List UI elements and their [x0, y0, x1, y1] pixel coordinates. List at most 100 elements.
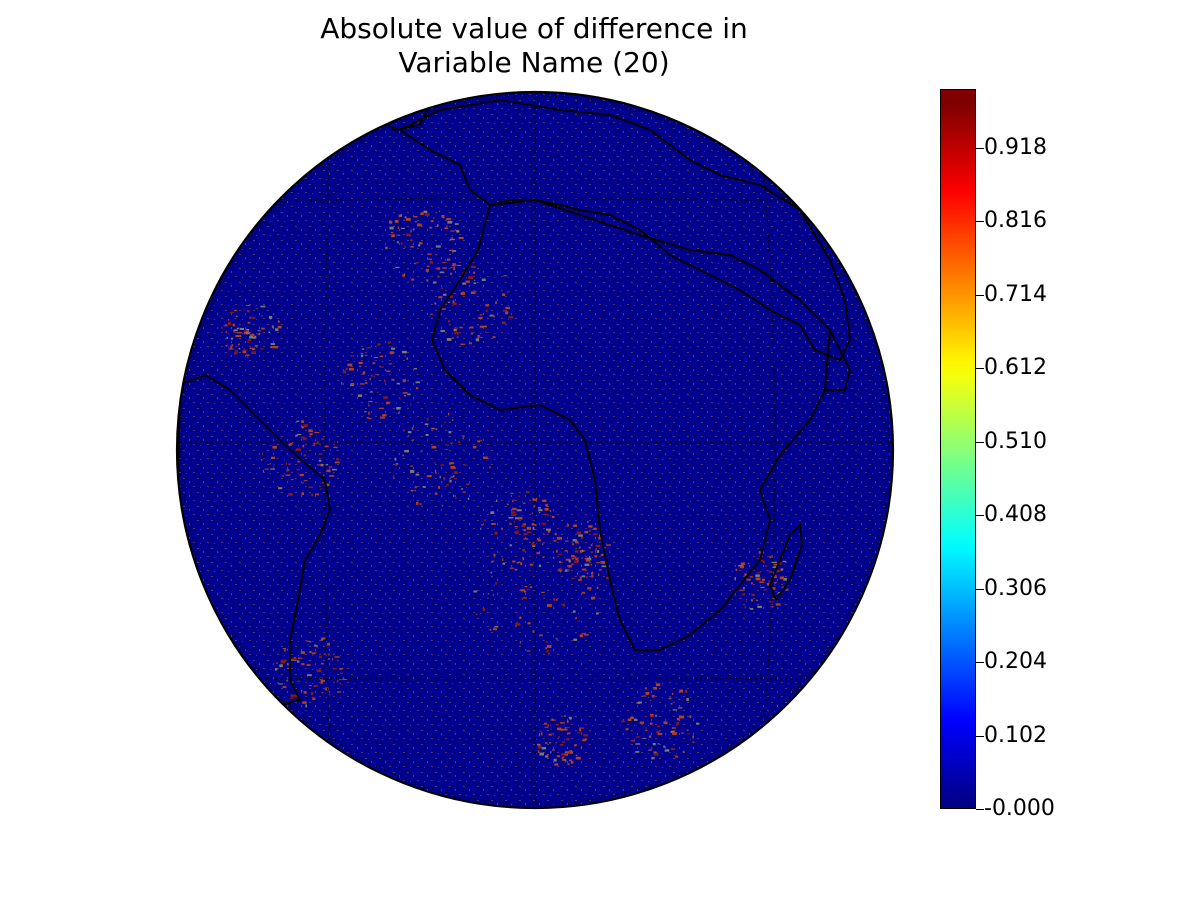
- hotspot-speck: [581, 557, 583, 559]
- hotspot-speck: [588, 525, 593, 528]
- hotspot-speck: [368, 401, 373, 403]
- hotspot-speck: [321, 692, 324, 694]
- title-line-1: Absolute value of difference in: [320, 12, 748, 45]
- hotspot-speck: [529, 563, 534, 566]
- hotspot-speck: [396, 407, 401, 410]
- hotspot-speck: [569, 751, 573, 754]
- hotspot-speck: [648, 749, 652, 751]
- hotspot-speck: [459, 326, 463, 329]
- hotspot-speck: [519, 616, 522, 620]
- hotspot-speck: [545, 742, 548, 744]
- hotspot-speck: [269, 316, 273, 319]
- hotspot-speck: [420, 451, 422, 453]
- hotspot-speck: [279, 664, 283, 668]
- hotspot-speck: [555, 724, 559, 726]
- hotspot-speck: [562, 741, 565, 743]
- hotspot-speck: [563, 754, 568, 756]
- hotspot-speck: [402, 274, 406, 277]
- hotspot-speck: [772, 563, 777, 566]
- hotspot-speck: [247, 310, 250, 313]
- hotspot-speck: [575, 540, 579, 544]
- hotspot-speck: [526, 531, 532, 533]
- hotspot-speck: [410, 229, 412, 233]
- hotspot-speck: [256, 308, 258, 310]
- hotspot-speck: [368, 404, 370, 407]
- hotspot-speck: [493, 553, 496, 557]
- hotspot-speck: [396, 241, 399, 244]
- hotspot-speck: [397, 226, 400, 229]
- hotspot-speck: [744, 573, 747, 577]
- hotspot-speck: [586, 572, 589, 575]
- hotspot-speck: [361, 348, 365, 350]
- hotspot-speck: [445, 259, 447, 261]
- hotspot-speck: [365, 382, 368, 384]
- hotspot-speck: [453, 494, 455, 497]
- colorbar-tick-mark: [976, 221, 984, 223]
- hotspot-speck: [250, 333, 255, 336]
- hotspot-speck: [347, 363, 353, 367]
- hotspot-speck: [345, 367, 348, 370]
- hotspot-speck: [302, 437, 307, 441]
- hotspot-speck: [269, 463, 271, 465]
- hotspot-speck: [223, 325, 228, 327]
- hotspot-speck: [569, 759, 573, 762]
- colorbar-tick-mark: [976, 515, 984, 517]
- hotspot-speck: [510, 492, 514, 494]
- hotspot-speck: [772, 587, 774, 589]
- hotspot-speck: [395, 465, 397, 467]
- hotspot-speck: [430, 220, 434, 223]
- chart-title: Absolute value of difference in Variable…: [234, 12, 834, 80]
- hotspot-speck: [257, 333, 260, 336]
- hotspot-speck: [495, 582, 497, 585]
- hotspot-speck: [452, 263, 456, 266]
- hotspot-speck: [571, 563, 574, 565]
- hotspot-speck: [379, 366, 384, 368]
- hotspot-speck: [333, 446, 338, 449]
- hotspot-speck: [501, 527, 503, 531]
- hotspot-speck: [689, 715, 692, 718]
- hotspot-speck: [516, 509, 522, 512]
- hotspot-speck: [297, 433, 302, 436]
- hotspot-speck: [326, 469, 331, 473]
- hotspot-speck: [567, 569, 570, 572]
- hotspot-speck: [449, 462, 455, 465]
- hotspot-speck: [696, 722, 700, 725]
- hotspot-speck: [545, 755, 549, 758]
- hotspot-speck: [275, 329, 279, 332]
- hotspot-speck: [287, 667, 291, 669]
- hotspot-speck: [539, 752, 544, 756]
- hotspot-speck: [552, 515, 555, 518]
- hotspot-speck: [675, 755, 679, 758]
- hotspot-speck: [302, 651, 305, 655]
- hotspot-speck: [566, 720, 569, 723]
- hotspot-speck: [226, 337, 228, 339]
- hotspot-speck: [568, 564, 572, 568]
- hotspot-speck: [538, 509, 543, 512]
- hotspot-speck: [565, 726, 570, 729]
- hotspot-speck: [302, 482, 304, 484]
- hotspot-speck: [518, 561, 521, 563]
- hotspot-speck: [446, 484, 449, 486]
- hotspot-speck: [491, 560, 495, 562]
- hotspot-speck: [653, 751, 657, 754]
- hotspot-speck: [518, 516, 523, 520]
- hotspot-speck: [481, 524, 484, 526]
- hotspot-speck: [423, 210, 428, 213]
- hotspot-speck: [424, 213, 430, 216]
- hotspot-speck: [433, 217, 435, 220]
- hotspot-speck: [481, 278, 486, 281]
- hotspot-speck: [577, 620, 581, 622]
- hotspot-speck: [446, 338, 452, 341]
- hotspot-speck: [301, 420, 305, 423]
- hotspot-speck: [552, 556, 555, 559]
- hotspot-speck: [435, 245, 441, 248]
- hotspot-speck: [554, 533, 557, 536]
- hotspot-speck: [407, 431, 412, 434]
- hotspot-speck: [461, 488, 464, 490]
- hotspot-speck: [539, 634, 543, 637]
- hotspot-speck: [572, 610, 576, 613]
- hotspot-speck: [588, 529, 592, 532]
- hotspot-speck: [634, 718, 637, 721]
- hotspot-speck: [315, 652, 318, 653]
- hotspot-speck: [589, 556, 591, 559]
